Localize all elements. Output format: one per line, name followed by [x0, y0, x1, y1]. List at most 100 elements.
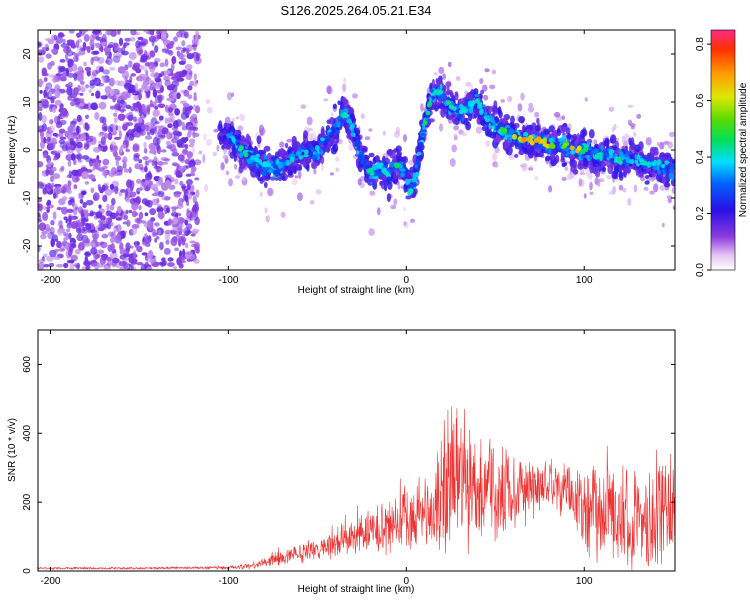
spectral-noise-cell [93, 30, 102, 34]
spectral-ridge-cell [320, 128, 325, 139]
spectral-core-cell [610, 159, 615, 165]
spectral-noise-cell [76, 233, 84, 242]
spectral-noise-cell [45, 168, 50, 177]
spectral-faint-cell [447, 61, 452, 68]
spectral-noise-cell [138, 211, 144, 220]
spectral-noise-cell [83, 143, 90, 150]
spectral-noise-cell [167, 257, 174, 262]
spectral-core-cell [670, 163, 675, 170]
spectral-core-cell [558, 137, 563, 143]
spectral-peak-cell [502, 127, 508, 133]
spectral-noise-cell [136, 217, 142, 225]
spectral-faint-cell [306, 116, 313, 126]
spectral-noise-cell [101, 256, 107, 261]
y-tick-label: 0 [22, 147, 33, 153]
spectral-peak-cell [243, 152, 249, 158]
spectral-faint-cell [315, 189, 322, 195]
spectral-noise-cell [184, 136, 189, 142]
spectral-peak-cell [550, 143, 555, 149]
spectral-noise-cell [38, 203, 43, 212]
spectral-noise-cell [49, 119, 54, 125]
spectral-faint-cell [402, 207, 407, 212]
spectral-faint-cell [597, 178, 601, 187]
spectral-faint-cell [627, 119, 633, 126]
spectral-noise-cell [41, 115, 47, 124]
spectral-noise-cell [157, 103, 166, 108]
spectral-noise-cell [112, 98, 116, 103]
y-tick-label: -10 [22, 190, 33, 205]
spectral-noise-cell [39, 131, 45, 138]
spectral-noise-cell [67, 72, 74, 78]
spectral-noise-cell [172, 207, 177, 215]
spectral-noise-cell [63, 216, 68, 220]
spectral-ridge-cell [644, 180, 650, 185]
spectral-noise-cell [146, 219, 153, 229]
spectral-ridge-cell [344, 99, 349, 107]
spectral-faint-cell [294, 175, 298, 179]
spectral-faint-cell [192, 80, 198, 87]
spectral-noise-cell [107, 30, 111, 36]
spectral-core-cell [332, 129, 336, 134]
spectral-ridge-cell [570, 163, 577, 173]
spectral-noise-cell [40, 224, 45, 231]
spectral-noise-cell [173, 36, 179, 42]
spectral-ridge-cell [548, 125, 555, 133]
spectral-noise-cell [62, 38, 66, 45]
spectral-noise-cell [176, 77, 185, 82]
spectral-ridge-cell [233, 154, 237, 163]
spectral-faint-cell [564, 166, 569, 171]
spectral-noise-cell [68, 196, 75, 200]
spectral-noise-cell [56, 121, 63, 127]
spectral-noise-cell [80, 85, 85, 89]
spectral-noise-cell [70, 120, 78, 125]
spectral-noise-cell [109, 204, 115, 211]
spectral-noise-cell [151, 198, 159, 206]
spectral-noise-cell [114, 104, 122, 110]
spectral-faint-cell [280, 211, 286, 218]
spectral-noise-cell [110, 30, 117, 37]
spectral-noise-cell [95, 44, 101, 49]
spectral-noise-cell [102, 194, 108, 203]
spectral-noise-cell [38, 80, 45, 85]
spectral-noise-cell [173, 191, 181, 198]
spectral-core-cell [636, 154, 641, 161]
spectral-noise-cell [117, 113, 126, 122]
x-tick-label: 0 [404, 275, 410, 286]
spectral-noise-cell [176, 92, 181, 99]
spectral-ridge-cell [580, 129, 586, 139]
spectral-faint-cell [606, 175, 613, 180]
colorbar-gradient [710, 29, 736, 271]
spectral-peak-cell [343, 112, 348, 118]
spectral-ridge-cell [465, 121, 472, 131]
spectral-noise-cell [142, 156, 149, 161]
spectral-core-cell [420, 132, 426, 136]
y-tick-label: -20 [22, 238, 33, 253]
spectral-faint-cell [517, 103, 523, 112]
spectral-noise-cell [97, 227, 105, 232]
spectral-ridge-cell [588, 129, 595, 139]
spectral-noise-cell [116, 98, 121, 106]
x-tick-label: 0 [404, 576, 410, 587]
spectral-noise-cell [65, 131, 72, 137]
spectral-noise-cell [67, 189, 72, 195]
spectral-noise-cell [61, 185, 67, 194]
spectral-ridge-cell [281, 176, 285, 181]
spectral-faint-cell [484, 68, 490, 73]
spectral-ridge-cell [303, 130, 308, 139]
spectral-noise-cell [130, 73, 136, 77]
spectral-faint-cell [228, 178, 233, 187]
spectral-faint-cell [612, 185, 617, 194]
spectral-noise-cell [149, 144, 156, 153]
spectral-noise-cell [135, 68, 142, 74]
spectral-noise-cell [68, 30, 75, 34]
spectral-core-cell [295, 151, 302, 156]
spectral-ridge-cell [222, 139, 230, 149]
spectral-peak-cell [368, 167, 374, 173]
spectral-noise-cell [163, 161, 169, 165]
spectral-noise-cell [79, 92, 84, 96]
spectral-noise-cell [110, 222, 114, 227]
spectral-noise-cell [127, 114, 134, 121]
spectral-noise-cell [170, 237, 178, 247]
spectral-noise-cell [153, 60, 159, 66]
spectral-noise-cell [103, 46, 111, 54]
